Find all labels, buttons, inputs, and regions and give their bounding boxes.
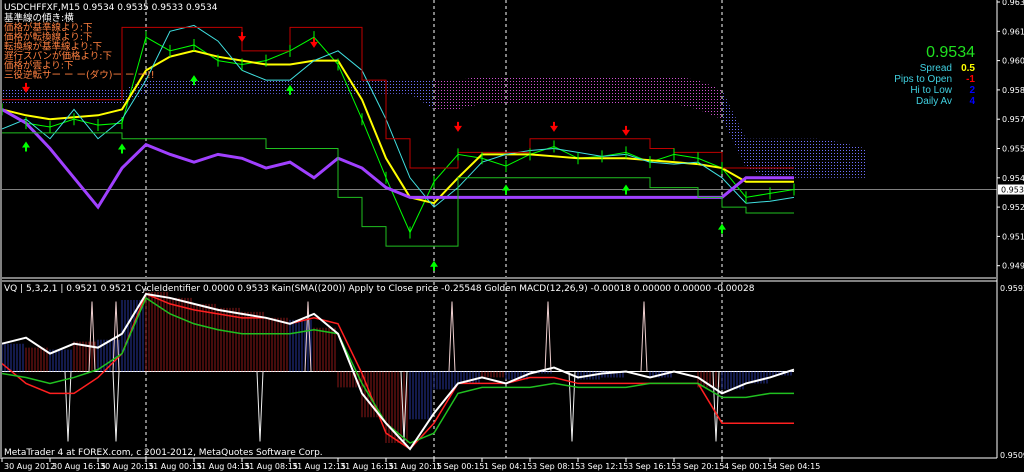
ichimoku-cloud-bullish: [722, 89, 866, 178]
cycle-trough-spike: [64, 371, 72, 442]
series-price: [1, 36, 795, 234]
ichimoku-cloud-bullish: [2, 80, 434, 110]
time-tick-label: 3 Sep 20:15: [676, 462, 724, 471]
info-panel: 0.9534 Spread 0.5 Pips to Open -1 Hi to Low 2…: [894, 44, 975, 107]
time-tick-label: 4 Sep 04:15: [772, 462, 820, 471]
buy-arrow-icon: [22, 141, 30, 152]
buy-arrow-icon: [502, 184, 510, 195]
buy-arrow-icon: [190, 75, 198, 86]
time-tick-label: 31 Aug 16:15: [340, 462, 394, 471]
bid-price-marker: [998, 184, 1024, 195]
series-lower-band: [2, 132, 794, 247]
price-tick-label: 0.9615: [1002, 27, 1024, 36]
cycle-trough-spike: [256, 371, 264, 442]
copyright-text: MetaTrader 4 at FOREX.com, c 2001-2012, …: [4, 448, 323, 458]
price-tick-label: 0.9585: [1002, 86, 1024, 95]
buy-arrow-icon: [622, 184, 630, 195]
buy-arrow-icon: [286, 84, 294, 95]
ichimoku-notes: 基準線の傾き:横価格が基準線より:下価格が転換線より:下転換線が基準線より:下遅…: [4, 12, 155, 81]
ichimoku-note: 基準線の傾き:横: [4, 12, 74, 24]
series-cyan-line: [1, 24, 795, 208]
info-value: 0.5: [961, 63, 975, 74]
info-value: 2: [969, 85, 975, 96]
time-tick-label: 3 Sep 08:15: [532, 462, 580, 471]
time-tick-label: 4 Sep 00:15: [724, 462, 772, 471]
info-value: 4: [969, 96, 975, 107]
time-tick-label: 3 Sep 12:15: [580, 462, 628, 471]
cycle-trough-spike: [568, 371, 576, 442]
sell-arrow-icon: [22, 82, 30, 93]
ichimoku-note: 価格が雲より:下: [4, 60, 74, 72]
vq-tick-label: 0.9593: [1000, 284, 1024, 293]
time-tick-label: 1 Sep 04:15: [484, 462, 532, 471]
buy-arrow-icon: [718, 223, 726, 234]
time-tick-label: 30 Aug 16:15: [52, 462, 106, 471]
sell-arrow-icon: [310, 37, 318, 48]
ichimoku-note: 価格が基準線より:下: [4, 22, 93, 34]
info-label: Hi to Low: [910, 85, 952, 96]
series-fast-ma: [1, 49, 794, 205]
price-tick-label: 0.9555: [1002, 145, 1024, 154]
cycle-peak-spike: [448, 301, 456, 372]
ichimoku-cloud-bearish: [434, 76, 722, 120]
bid-price-label: 0.9534: [1001, 186, 1024, 195]
time-tick-label: 31 Aug 00:15: [148, 462, 202, 471]
price-tick-label: 0.9525: [1002, 203, 1024, 212]
time-tick-label: 30 Aug 20:15: [100, 462, 154, 471]
time-tick-label: 31 Aug 12:15: [292, 462, 346, 471]
cycle-peak-spike: [640, 301, 648, 372]
sell-arrow-icon: [454, 121, 462, 132]
buy-arrow-icon: [118, 143, 126, 154]
time-tick-label: 1 Sep 00:15: [436, 462, 484, 471]
series-purple-line: [1, 108, 794, 210]
sell-arrow-icon: [238, 32, 246, 43]
time-tick-label: 3 Sep 16:15: [628, 462, 676, 471]
chart-title: USDCHFFXF,M15 0.9534 0.9535 0.9533 0.953…: [4, 3, 218, 13]
cycle-peak-spike: [304, 301, 312, 372]
cycle-trough-spike: [112, 371, 120, 442]
buy-arrow-icon: [430, 260, 438, 271]
main-price-plot[interactable]: [0, 0, 997, 458]
price-tick-label: 0.9495: [1002, 262, 1024, 271]
cycle-peak-spike: [544, 301, 552, 372]
ichimoku-note: 三役逆転サー ー ー(ダウ)ー ー ー!!: [4, 69, 155, 81]
vq-main-line: [1, 292, 795, 451]
subwindow-header: VQ | 5,3,2,1 | 0.9521 0.9521 CycleIdenti…: [4, 284, 755, 294]
series-upper-band: [2, 26, 794, 169]
info-label: Daily Av: [916, 96, 952, 107]
sell-arrow-icon: [622, 125, 630, 136]
vq-green-line: [1, 296, 794, 444]
vq-tick-label: 0.9509: [1000, 451, 1024, 460]
ichimoku-note: 遅行スパンが価格より:下: [4, 50, 112, 62]
info-label: Spread: [920, 63, 952, 74]
time-tick-label: 31 Aug 20:15: [388, 462, 442, 471]
sell-arrow-icon: [550, 121, 558, 132]
time-tick-label: 31 Aug 04:15: [196, 462, 250, 471]
info-label: Pips to Open: [894, 74, 952, 85]
info-value: -1: [966, 74, 975, 85]
ichimoku-note: 価格が転換線より:下: [4, 31, 93, 43]
cycle-peak-spike: [88, 301, 96, 372]
ichimoku-note: 転換線が基準線より:下: [4, 41, 102, 53]
vq-indicator-subwindow[interactable]: [0, 291, 795, 451]
time-tick-label: 31 Aug 08:15: [244, 462, 298, 471]
cycle-peak-spike: [112, 301, 120, 372]
time-tick-label: 30 Aug 2012: [4, 462, 55, 471]
info-current-price: 0.9534: [926, 44, 975, 61]
